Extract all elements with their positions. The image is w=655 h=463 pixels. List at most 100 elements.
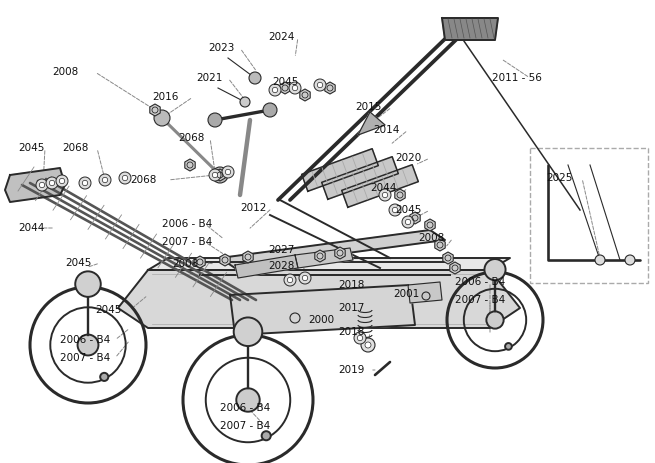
Text: 2025: 2025 [546, 173, 572, 183]
Text: 2008: 2008 [418, 233, 444, 243]
Text: 2016: 2016 [152, 92, 178, 102]
Polygon shape [408, 282, 442, 303]
Circle shape [225, 169, 231, 175]
Text: 2014: 2014 [373, 125, 400, 135]
Circle shape [354, 332, 366, 344]
Text: 2019: 2019 [338, 365, 364, 375]
Circle shape [46, 177, 58, 189]
Polygon shape [410, 212, 421, 224]
Polygon shape [443, 252, 453, 264]
Text: 2006 - B4: 2006 - B4 [60, 335, 110, 345]
Circle shape [212, 172, 217, 178]
Text: 2027: 2027 [268, 245, 294, 255]
Circle shape [405, 219, 411, 225]
Circle shape [56, 175, 68, 187]
Circle shape [284, 274, 296, 286]
Circle shape [272, 88, 278, 93]
Circle shape [154, 110, 170, 126]
Text: 2045: 2045 [395, 205, 421, 215]
Circle shape [77, 335, 98, 356]
Circle shape [383, 192, 388, 198]
Polygon shape [315, 250, 325, 262]
Text: 2007 - B4: 2007 - B4 [60, 353, 110, 363]
Circle shape [83, 180, 88, 186]
Polygon shape [215, 169, 225, 181]
Polygon shape [395, 189, 405, 201]
Text: 2045: 2045 [18, 143, 45, 153]
Circle shape [261, 431, 271, 440]
Circle shape [303, 275, 308, 281]
Circle shape [222, 166, 234, 178]
Polygon shape [220, 254, 230, 266]
Polygon shape [300, 89, 310, 101]
Circle shape [234, 318, 262, 346]
Polygon shape [358, 112, 385, 135]
Circle shape [379, 189, 391, 201]
Circle shape [209, 169, 221, 181]
Circle shape [289, 82, 301, 94]
Polygon shape [235, 255, 298, 278]
Polygon shape [230, 285, 415, 335]
Polygon shape [335, 247, 345, 259]
Text: 2017: 2017 [338, 303, 364, 313]
Text: 2006 - B4: 2006 - B4 [455, 277, 505, 287]
Text: 2008: 2008 [172, 259, 198, 269]
Polygon shape [185, 159, 195, 171]
Text: 2018: 2018 [338, 327, 364, 337]
Polygon shape [325, 82, 335, 94]
Circle shape [49, 180, 55, 186]
Text: 2001: 2001 [393, 289, 419, 299]
Text: 2007 - B4: 2007 - B4 [162, 237, 212, 247]
Circle shape [392, 207, 398, 213]
Text: 2006 - B4: 2006 - B4 [162, 219, 212, 229]
Text: 2020: 2020 [395, 153, 421, 163]
Polygon shape [280, 82, 290, 94]
Circle shape [208, 113, 222, 127]
Circle shape [102, 177, 107, 183]
Circle shape [314, 79, 326, 91]
Text: 2007 - B4: 2007 - B4 [220, 421, 271, 431]
Polygon shape [150, 104, 160, 116]
Circle shape [240, 97, 250, 107]
Circle shape [236, 388, 259, 412]
Polygon shape [342, 165, 419, 207]
Polygon shape [295, 248, 353, 268]
Text: 2021: 2021 [196, 73, 223, 83]
Circle shape [249, 72, 261, 84]
Text: 2024: 2024 [268, 32, 294, 42]
Circle shape [119, 172, 131, 184]
Polygon shape [450, 262, 460, 274]
Polygon shape [425, 219, 435, 231]
Circle shape [595, 255, 605, 265]
Circle shape [212, 167, 228, 183]
Circle shape [288, 277, 293, 283]
Circle shape [122, 175, 128, 181]
Text: 2015: 2015 [355, 102, 381, 112]
Circle shape [361, 338, 375, 352]
Text: 2008: 2008 [52, 67, 78, 77]
Circle shape [365, 342, 371, 348]
Circle shape [485, 259, 506, 280]
Circle shape [79, 177, 91, 189]
Text: 2023: 2023 [208, 43, 234, 53]
Circle shape [60, 178, 65, 184]
Text: 2006 - B4: 2006 - B4 [220, 403, 271, 413]
Circle shape [292, 85, 298, 91]
Text: 2007 - B4: 2007 - B4 [455, 295, 505, 305]
Polygon shape [118, 270, 520, 328]
Text: 2045: 2045 [272, 77, 299, 87]
Bar [530, 148, 648, 283]
Text: 2045: 2045 [95, 305, 121, 315]
Polygon shape [220, 230, 445, 268]
Circle shape [357, 335, 363, 341]
Text: 2068: 2068 [178, 133, 204, 143]
Text: 2044: 2044 [18, 223, 45, 233]
Text: 2000: 2000 [308, 315, 334, 325]
Text: 2044: 2044 [370, 183, 396, 193]
Circle shape [389, 204, 401, 216]
Polygon shape [243, 251, 253, 263]
Polygon shape [195, 256, 205, 268]
Polygon shape [442, 18, 498, 40]
Circle shape [625, 255, 635, 265]
Circle shape [75, 271, 101, 297]
